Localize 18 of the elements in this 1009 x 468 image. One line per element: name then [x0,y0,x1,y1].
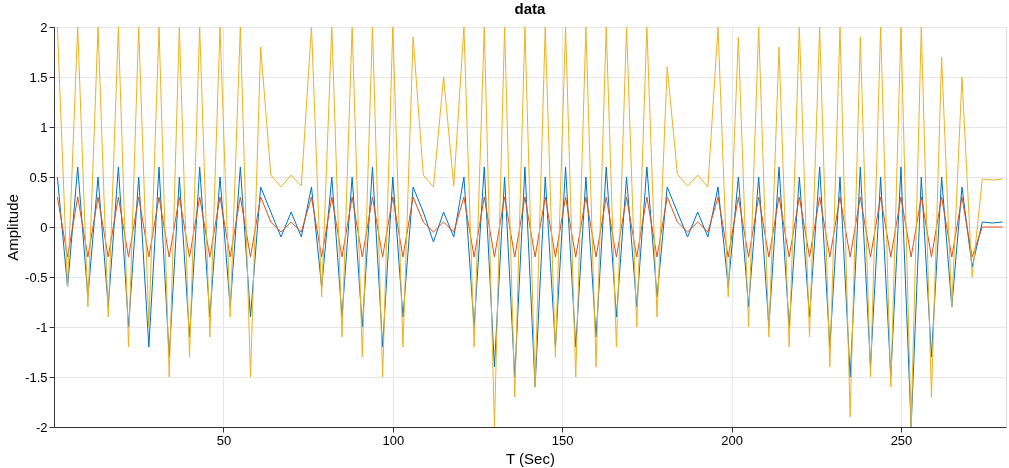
x-tick-label: 50 [216,432,232,448]
x-tick-label: 250 [890,432,913,448]
y-tick-label: -2 [35,419,48,435]
y-tick-label: 2 [40,19,48,35]
y-tick-label: 0.5 [29,169,48,185]
x-tick-label: 150 [551,432,574,448]
chart-title: data [514,0,547,17]
y-tick-label: 1.5 [29,69,48,85]
line-series [56,196,1004,258]
x-axis-title: T (Sec) [506,449,555,467]
y-axis-title: Amplitude [4,194,22,261]
y-tick-label: 0 [40,219,48,235]
y-tick-label: -1 [35,319,48,335]
x-tick-label: 200 [721,432,743,448]
y-tick-label: 1 [40,119,48,135]
x-tick-label: 100 [382,432,405,448]
y-tick-label: -0.5 [25,269,48,285]
y-tick-label: -1.5 [25,369,48,385]
